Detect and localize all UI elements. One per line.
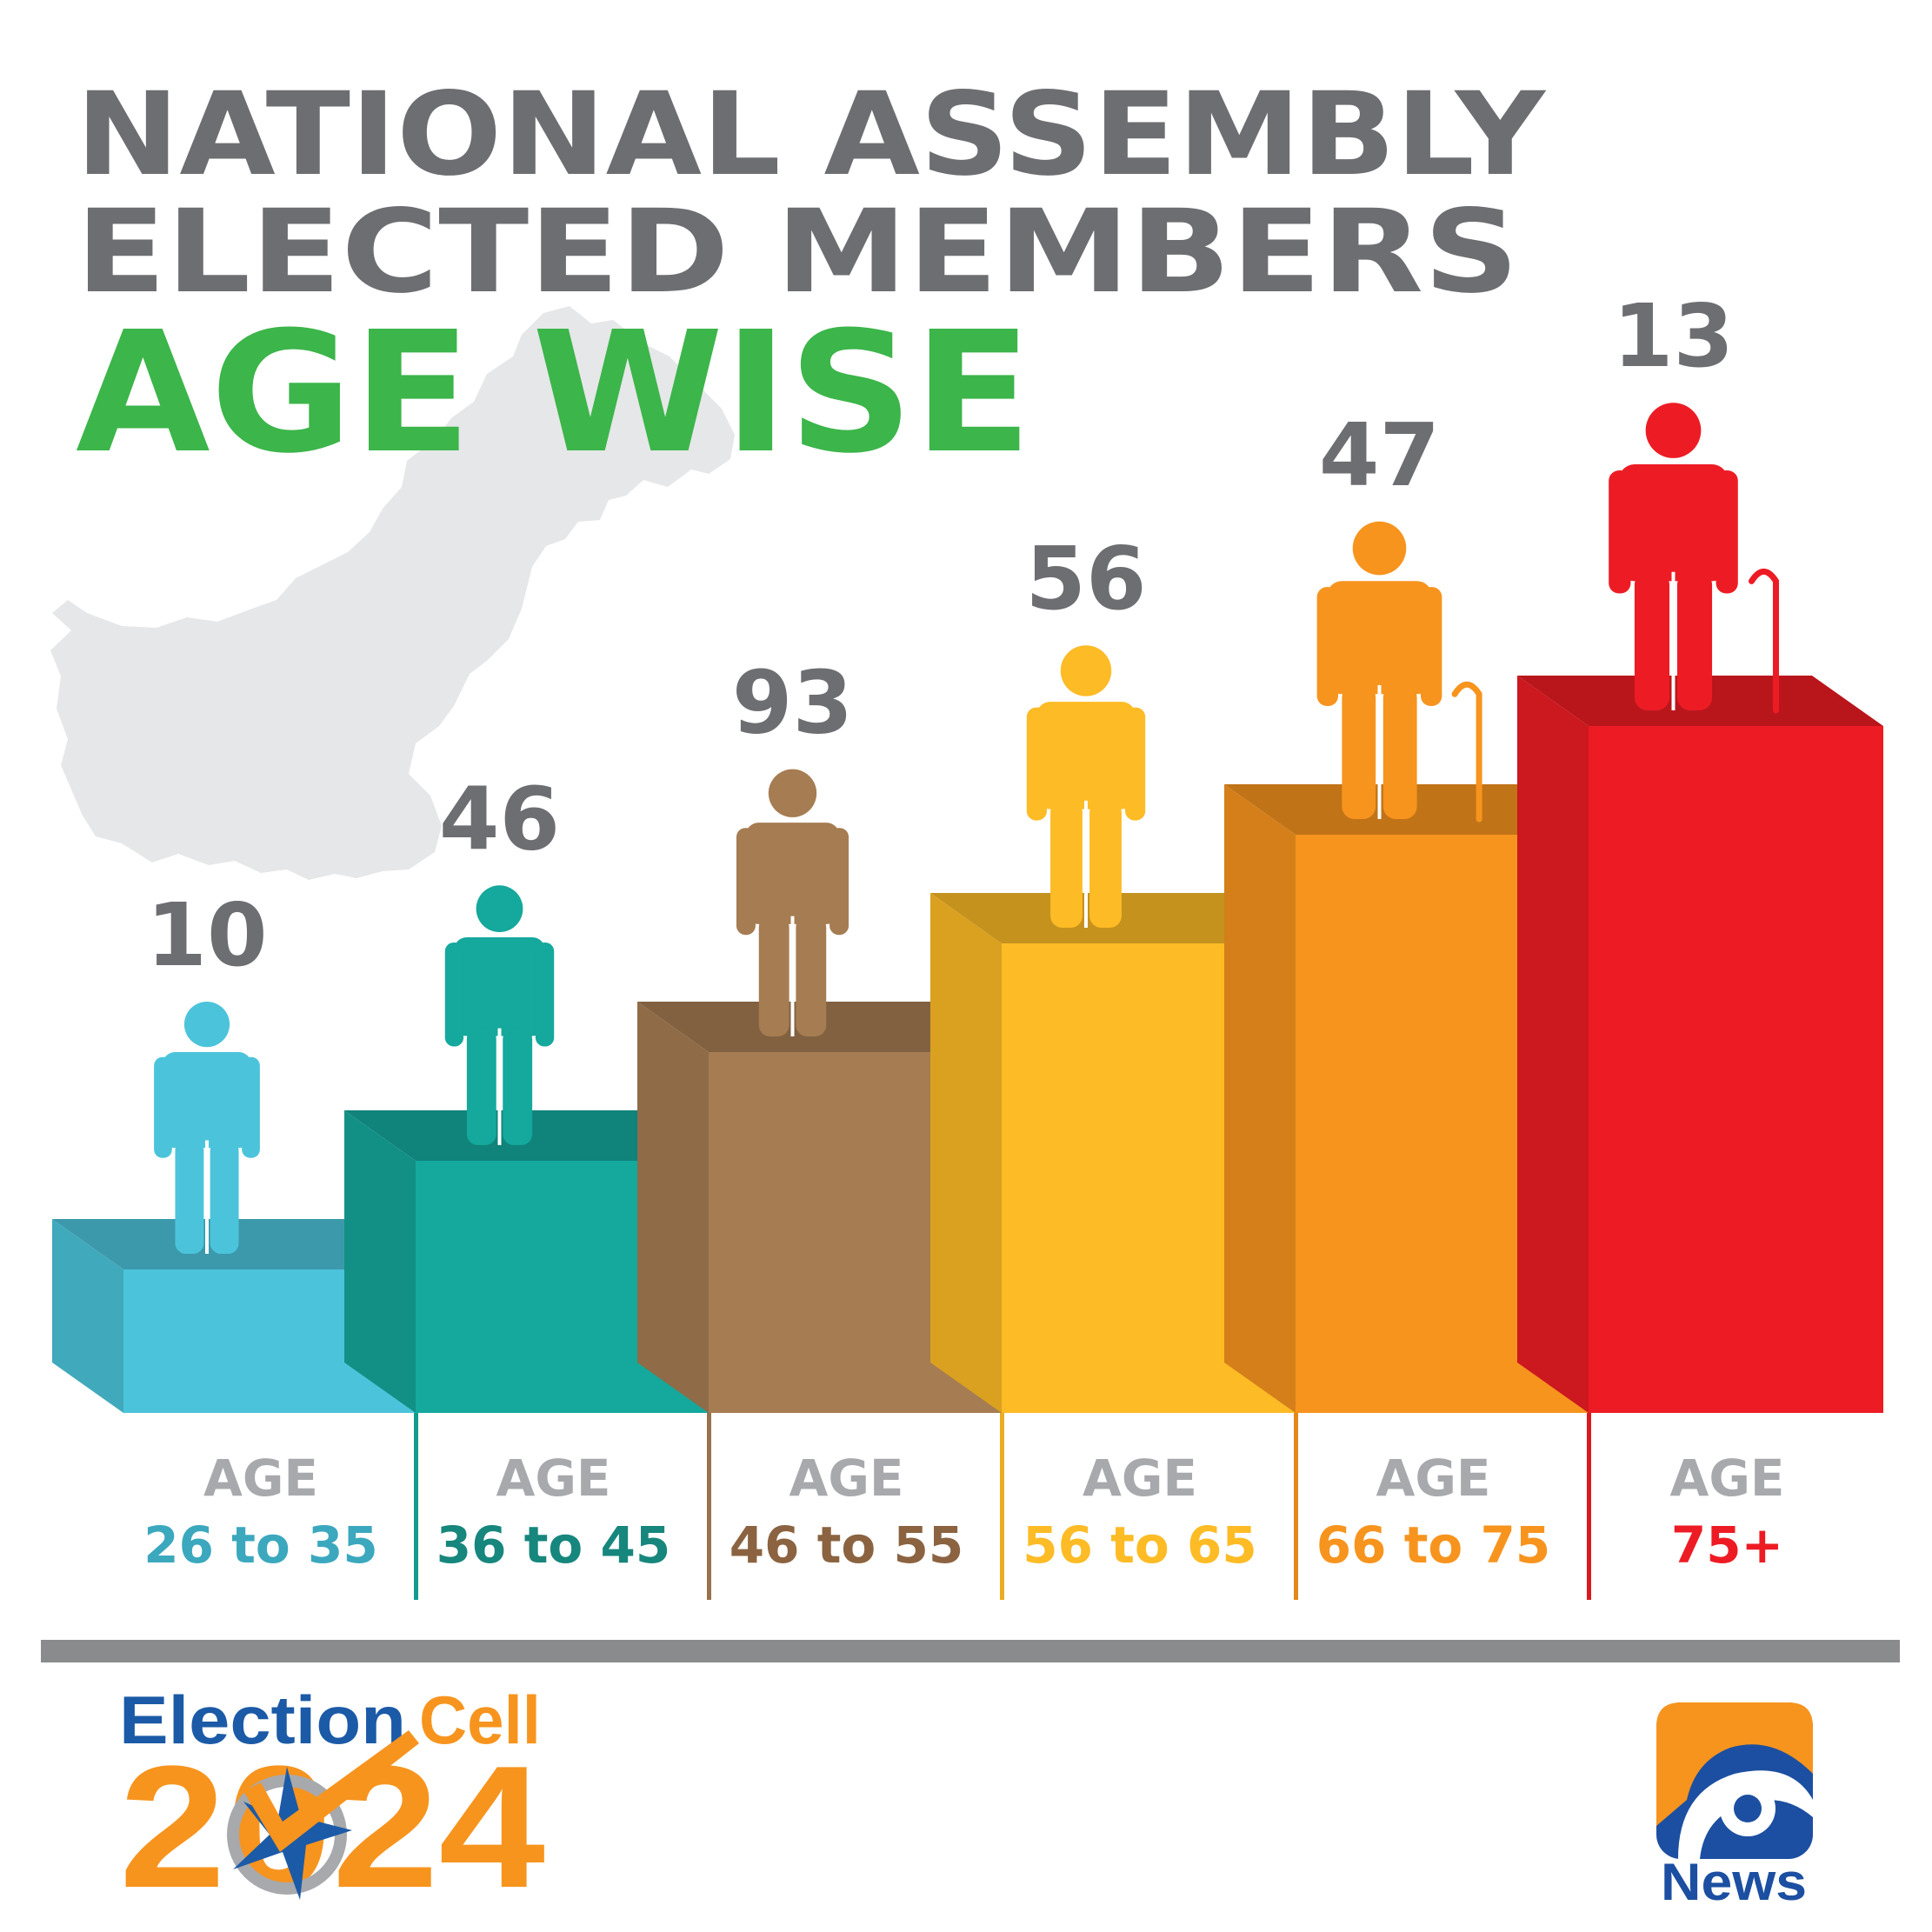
person-torso bbox=[745, 823, 840, 924]
bar-side-2 bbox=[344, 1110, 416, 1413]
person-head bbox=[1060, 645, 1112, 696]
dividers-group bbox=[414, 1413, 1591, 1600]
person-arm-left bbox=[1609, 470, 1631, 594]
bar-6 bbox=[1589, 726, 1883, 1413]
title-line-3: AGE WISE bbox=[76, 296, 1032, 490]
person-icon-3 bbox=[736, 769, 849, 1036]
person-arm-left bbox=[154, 1056, 172, 1158]
election-cell-logo: Election Cell 2024 bbox=[119, 1682, 545, 1924]
category-label-1: 26 to 35 bbox=[143, 1516, 377, 1575]
category-prefix-4: AGE bbox=[1083, 1449, 1197, 1508]
divider-3 bbox=[707, 1413, 711, 1600]
person-head bbox=[1645, 403, 1702, 458]
category-label-6: 75+ bbox=[1671, 1516, 1783, 1575]
person-torso bbox=[162, 1052, 252, 1149]
person-leg-right bbox=[1676, 571, 1713, 710]
person-arm-left bbox=[1316, 587, 1339, 706]
category-label-3: 46 to 55 bbox=[729, 1516, 963, 1575]
person-leg-left bbox=[175, 1140, 204, 1254]
bar-side-3 bbox=[637, 1002, 709, 1413]
geo-logo-white-arc bbox=[1678, 1770, 1813, 1859]
bars-group bbox=[52, 676, 1883, 1413]
value-label-1: 10 bbox=[146, 884, 267, 986]
person-leg-right bbox=[1382, 685, 1417, 819]
value-label-5: 47 bbox=[1319, 404, 1440, 506]
person-head bbox=[1352, 521, 1407, 576]
divider-6 bbox=[1587, 1413, 1591, 1600]
person-leg-right bbox=[796, 916, 827, 1036]
person-torso bbox=[1036, 702, 1136, 809]
person-icon-5 bbox=[1316, 521, 1482, 823]
person-arm-right bbox=[1715, 470, 1738, 594]
person-leg-left bbox=[1050, 800, 1083, 928]
election-logo-word-2: Cell bbox=[419, 1682, 541, 1758]
bar-side-1 bbox=[52, 1219, 123, 1413]
title-line-2: ELECTED MEMBERS bbox=[76, 185, 1519, 319]
category-prefix-2: AGE bbox=[496, 1449, 610, 1508]
person-leg-left bbox=[1634, 571, 1670, 710]
person-leg-left bbox=[1342, 685, 1376, 819]
bar-side-5 bbox=[1224, 784, 1296, 1413]
cane-icon-5 bbox=[1451, 681, 1482, 823]
divider-2 bbox=[414, 1413, 418, 1600]
person-leg-right bbox=[210, 1140, 239, 1254]
category-prefix-6: AGE bbox=[1669, 1449, 1784, 1508]
category-prefix-5: AGE bbox=[1376, 1449, 1490, 1508]
category-prefix-3: AGE bbox=[789, 1449, 903, 1508]
person-arm-right bbox=[1420, 587, 1442, 706]
checkmark-icon bbox=[243, 1730, 419, 1852]
geo-news-logo: News bbox=[1656, 1702, 1813, 1911]
person-head bbox=[476, 885, 523, 933]
person-arm-left bbox=[736, 828, 756, 936]
person-arm-right bbox=[242, 1056, 260, 1158]
person-arm-left bbox=[444, 943, 464, 1047]
pakistan-map-icon bbox=[50, 306, 735, 880]
person-arm-left bbox=[1026, 707, 1047, 821]
figures-group bbox=[154, 403, 1780, 1254]
person-icon-4 bbox=[1026, 645, 1146, 928]
cane-icon-6 bbox=[1749, 568, 1780, 714]
title-line-1: NATIONAL ASSEMBLY bbox=[76, 68, 1547, 202]
footer-rule bbox=[41, 1640, 1900, 1662]
category-labels-group: AGE 26 to 35 AGE 36 to 45 AGE 46 to 55 AGE 56 t… bbox=[143, 1449, 1784, 1575]
divider-4 bbox=[1000, 1413, 1004, 1600]
value-label-2: 46 bbox=[439, 768, 560, 869]
person-leg-left bbox=[466, 1028, 496, 1145]
person-icon-2 bbox=[444, 885, 555, 1145]
value-label-3: 93 bbox=[732, 652, 853, 754]
value-labels-group: 10 46 93 56 47 13 bbox=[146, 285, 1734, 986]
person-arm-right bbox=[829, 828, 849, 936]
person-torso bbox=[1327, 581, 1432, 695]
category-label-2: 36 to 45 bbox=[436, 1516, 670, 1575]
person-head bbox=[768, 769, 817, 817]
category-label-4: 56 to 65 bbox=[1023, 1516, 1256, 1575]
person-head bbox=[183, 1002, 230, 1048]
geo-logo-brand: News bbox=[1661, 1853, 1807, 1911]
value-label-4: 56 bbox=[1025, 528, 1146, 630]
person-leg-right bbox=[1089, 800, 1122, 928]
person-icon-6 bbox=[1609, 403, 1780, 714]
person-leg-left bbox=[758, 916, 789, 1036]
person-torso bbox=[1619, 463, 1728, 582]
geo-logo-orange-swoosh bbox=[1656, 1702, 1813, 1826]
person-torso bbox=[453, 937, 546, 1036]
bar-side-4 bbox=[930, 893, 1002, 1413]
category-prefix-1: AGE bbox=[203, 1449, 318, 1508]
value-label-6: 13 bbox=[1613, 285, 1734, 387]
category-label-5: 66 to 75 bbox=[1316, 1516, 1550, 1575]
bar-side-6 bbox=[1517, 676, 1589, 1413]
divider-5 bbox=[1294, 1413, 1298, 1600]
person-arm-right bbox=[535, 943, 555, 1047]
geo-logo-pupil bbox=[1734, 1795, 1762, 1822]
election-logo-word-1: Election bbox=[119, 1682, 406, 1758]
person-arm-right bbox=[1125, 707, 1146, 821]
person-icon-1 bbox=[154, 1002, 260, 1254]
person-leg-right bbox=[503, 1028, 533, 1145]
